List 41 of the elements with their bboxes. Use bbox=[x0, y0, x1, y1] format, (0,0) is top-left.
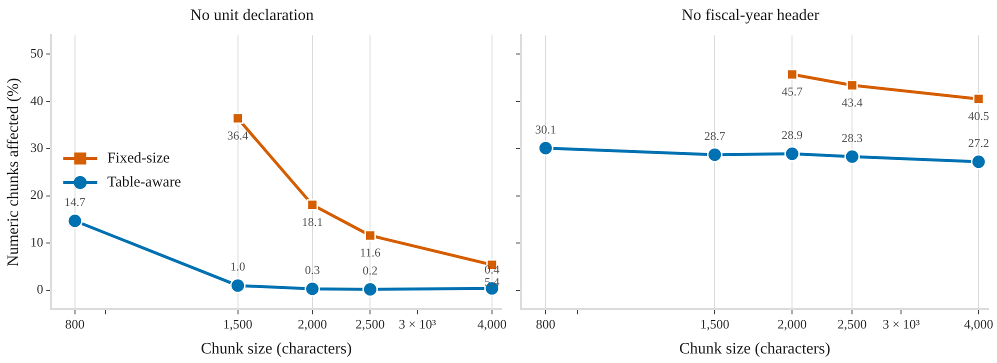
chart-title: No fiscal-year header bbox=[682, 6, 820, 24]
data-label: 0.3 bbox=[304, 263, 320, 278]
y-tick-label: 40 bbox=[30, 92, 44, 108]
data-label: 0.4 bbox=[484, 262, 500, 277]
x-tick-label: 2,000 bbox=[778, 316, 807, 332]
data-label: 1.0 bbox=[230, 260, 246, 274]
x-tick-label: 4,000 bbox=[477, 316, 507, 332]
data-label: 18.1 bbox=[302, 214, 323, 229]
y-tick-label: 30 bbox=[30, 140, 44, 155]
data-label: 11.6 bbox=[360, 246, 380, 260]
data-label: 14.7 bbox=[64, 195, 86, 210]
x-tick-label: 2,000 bbox=[298, 316, 327, 332]
data-label: 30.1 bbox=[535, 122, 556, 136]
legend-label: Fixed-size bbox=[107, 150, 170, 166]
x-axis-title: Chunk size (characters) bbox=[200, 340, 352, 358]
y-tick-label: 20 bbox=[30, 187, 44, 202]
data-label: 28.3 bbox=[842, 130, 863, 145]
data-label: 43.4 bbox=[842, 95, 863, 110]
y-tick-label: 10 bbox=[30, 234, 44, 250]
y-tick-label: 0 bbox=[36, 282, 44, 297]
x-tick-label: 2,500 bbox=[356, 316, 385, 332]
data-label: 27.2 bbox=[968, 136, 990, 150]
legend-label: Table-aware bbox=[107, 174, 182, 190]
x-tick-label: 3 × 10³ bbox=[882, 316, 920, 332]
data-label: 36.4 bbox=[227, 128, 248, 142]
y-tick-label: 50 bbox=[30, 46, 44, 61]
x-tick-label: 1,500 bbox=[700, 316, 730, 332]
x-tick-label: 1,500 bbox=[223, 316, 252, 332]
y-axis-title: Numeric chunks affected (%) bbox=[4, 78, 22, 266]
data-label: 28.9 bbox=[782, 128, 803, 142]
x-tick-label: 2,500 bbox=[838, 316, 867, 332]
x-tick-label: 800 bbox=[65, 316, 85, 332]
x-tick-label: 800 bbox=[536, 316, 556, 332]
data-label: 45.7 bbox=[782, 84, 803, 99]
data-label: 0.2 bbox=[362, 264, 378, 278]
x-axis-title: Chunk size (characters) bbox=[679, 340, 830, 358]
x-tick-label: 4,000 bbox=[964, 316, 994, 332]
data-label: 40.5 bbox=[968, 109, 990, 124]
data-label: 28.7 bbox=[704, 128, 726, 143]
chart-title: No unit declaration bbox=[190, 6, 314, 24]
x-tick-label: 3 × 10³ bbox=[398, 316, 436, 332]
